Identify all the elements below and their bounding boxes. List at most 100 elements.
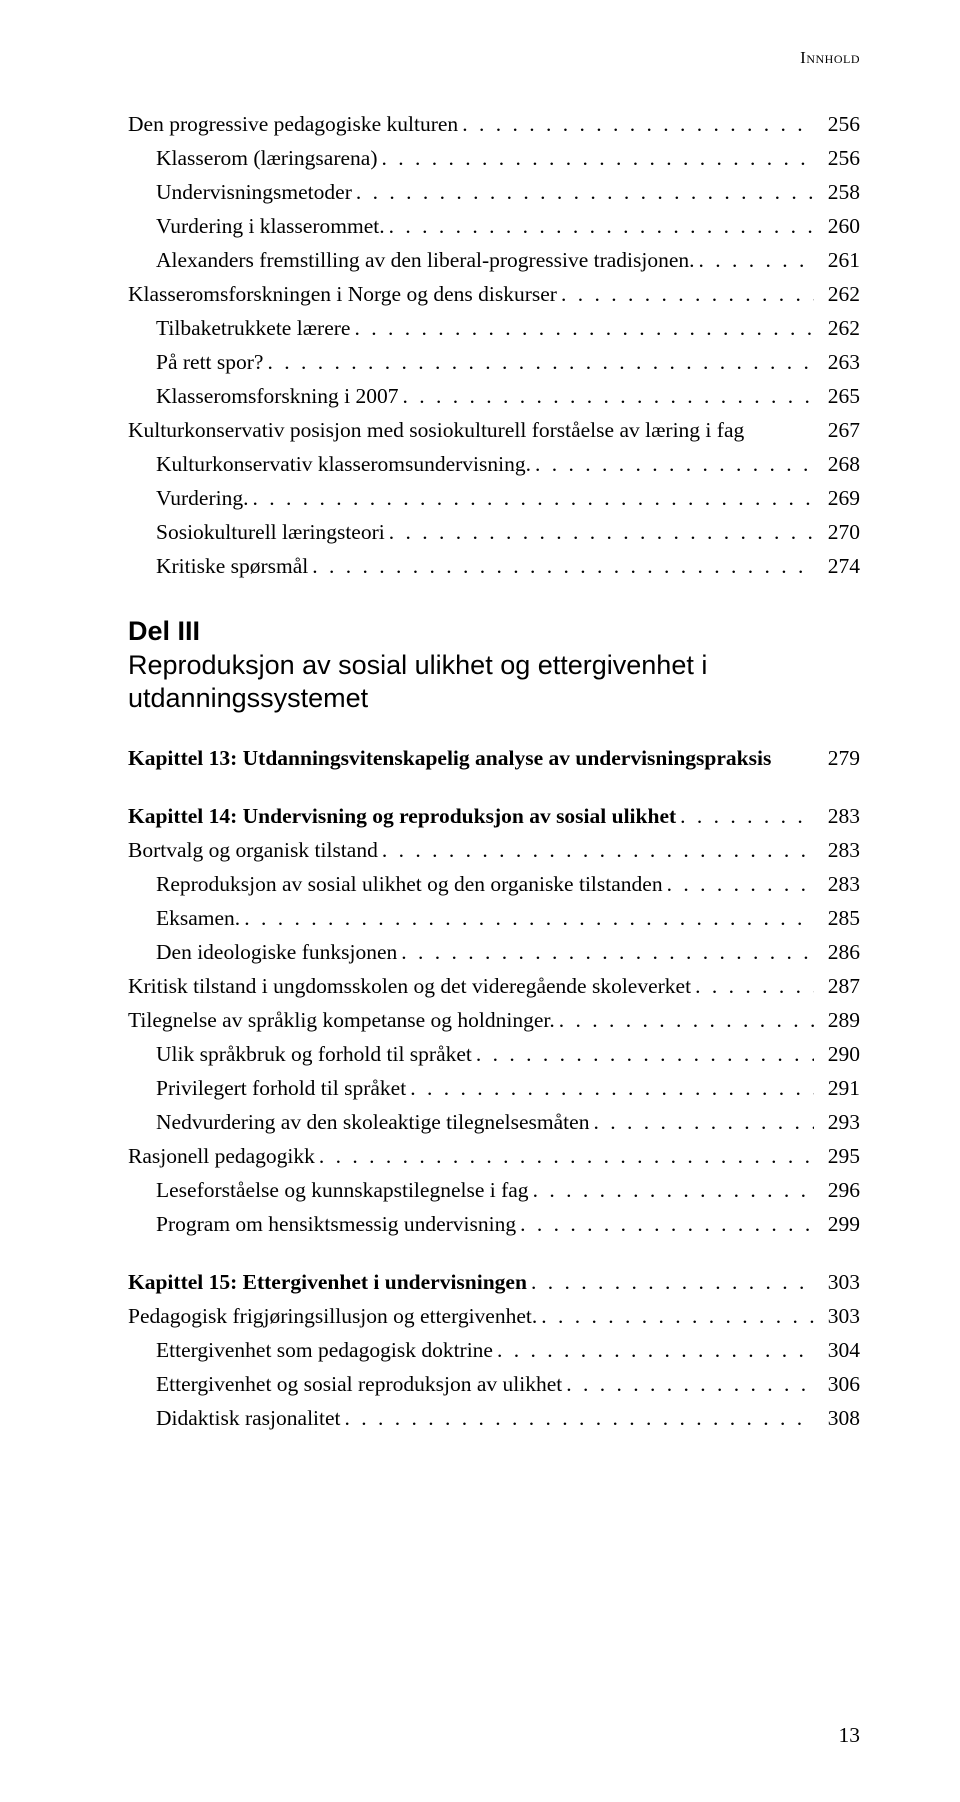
toc-leader-dots bbox=[566, 1368, 814, 1402]
toc-page-number: 308 bbox=[818, 1402, 860, 1436]
toc-page-number: 258 bbox=[818, 176, 860, 210]
toc-page-number: 306 bbox=[818, 1368, 860, 1402]
toc-page-number: 283 bbox=[818, 834, 860, 868]
toc-entry: På rett spor?263 bbox=[128, 346, 860, 380]
toc-entry: Reproduksjon av sosial ulikhet og den or… bbox=[128, 868, 860, 902]
toc-leader-dots bbox=[462, 108, 814, 142]
toc-entry: Undervisningsmetoder 258 bbox=[128, 176, 860, 210]
toc-page-number: 261 bbox=[818, 244, 860, 278]
toc-leader-dots bbox=[533, 1174, 814, 1208]
toc-entry: Eksamen. 285 bbox=[128, 902, 860, 936]
toc-page-number: 262 bbox=[818, 312, 860, 346]
toc-leader-dots bbox=[345, 1402, 814, 1436]
toc-entry: Den ideologiske funksjonen286 bbox=[128, 936, 860, 970]
toc-leader-dots bbox=[476, 1038, 814, 1072]
toc-label: Sosiokulturell læringsteori bbox=[156, 516, 385, 550]
toc-page-number: 263 bbox=[818, 346, 860, 380]
toc-entry: Kapittel 15: Ettergivenhet i undervisnin… bbox=[128, 1266, 860, 1300]
toc-leader-dots bbox=[680, 800, 814, 834]
toc-leader-dots bbox=[699, 244, 814, 278]
part-number: Del III bbox=[128, 616, 860, 647]
toc-leader-dots bbox=[410, 1072, 814, 1106]
toc-entry: Kapittel 13: Utdanningsvitenskapelig ana… bbox=[128, 742, 860, 776]
toc-page-number: 303 bbox=[818, 1266, 860, 1300]
toc-page-number: 274 bbox=[818, 550, 860, 584]
toc-entry: Rasjonell pedagogikk 295 bbox=[128, 1140, 860, 1174]
toc-label: Klasseromsforskningen i Norge og dens di… bbox=[128, 278, 557, 312]
toc-label: Reproduksjon av sosial ulikhet og den or… bbox=[156, 868, 663, 902]
toc-label: Ettergivenhet som pedagogisk doktrine bbox=[156, 1334, 493, 1368]
toc-label: Kulturkonservativ klasseromsundervisning… bbox=[156, 448, 531, 482]
toc-entry: Vurdering i klasserommet. 260 bbox=[128, 210, 860, 244]
toc-label: Alexanders fremstilling av den liberal-p… bbox=[156, 244, 695, 278]
toc-label: Kulturkonservativ posisjon med sosiokult… bbox=[128, 414, 744, 448]
toc-leader-dots bbox=[401, 936, 814, 970]
toc-leader-dots bbox=[535, 448, 814, 482]
page-number: 13 bbox=[839, 1723, 861, 1748]
toc-page-number: 265 bbox=[818, 380, 860, 414]
toc-page-number: 293 bbox=[818, 1106, 860, 1140]
toc-page-number: 270 bbox=[818, 516, 860, 550]
toc-entry: Bortvalg og organisk tilstand283 bbox=[128, 834, 860, 868]
toc-page-number: 269 bbox=[818, 482, 860, 516]
toc-entry: Didaktisk rasjonalitet308 bbox=[128, 1402, 860, 1436]
toc-leader-dots bbox=[389, 516, 814, 550]
toc-entry: Kapittel 14: Undervisning og reproduksjo… bbox=[128, 800, 860, 834]
toc-entry: Klasserom (læringsarena)256 bbox=[128, 142, 860, 176]
toc-block-3: Kapittel 14: Undervisning og reproduksjo… bbox=[128, 800, 860, 1242]
toc-entry: Den progressive pedagogiske kulturen256 bbox=[128, 108, 860, 142]
toc-page-number: 262 bbox=[818, 278, 860, 312]
toc-page-number: 291 bbox=[818, 1072, 860, 1106]
toc-label: Undervisningsmetoder bbox=[156, 176, 352, 210]
toc-label: Leseforståelse og kunnskapstilegnelse i … bbox=[156, 1174, 529, 1208]
toc-label: Eksamen. bbox=[156, 902, 240, 936]
toc-label: Rasjonell pedagogikk bbox=[128, 1140, 315, 1174]
toc-entry: Program om hensiktsmessig undervisning29… bbox=[128, 1208, 860, 1242]
toc-leader-dots bbox=[244, 902, 814, 936]
toc-entry: Kulturkonservativ posisjon med sosiokult… bbox=[128, 414, 860, 448]
toc-block-4: Kapittel 15: Ettergivenhet i undervisnin… bbox=[128, 1266, 860, 1436]
toc-page-number: 289 bbox=[818, 1004, 860, 1038]
toc-label: Program om hensiktsmessig undervisning bbox=[156, 1208, 516, 1242]
toc-label: Privilegert forhold til språket bbox=[156, 1072, 406, 1106]
toc-entry: Kritisk tilstand i ungdomsskolen og det … bbox=[128, 970, 860, 1004]
toc-entry: Tilegnelse av språklig kompetanse og hol… bbox=[128, 1004, 860, 1038]
toc-page-number: 287 bbox=[818, 970, 860, 1004]
toc-label: Klasseromsforskning i 2007 bbox=[156, 380, 398, 414]
toc-leader-dots bbox=[559, 1004, 814, 1038]
toc-label: Den progressive pedagogiske kulturen bbox=[128, 108, 458, 142]
toc-label: Tilbaketrukkete lærere bbox=[156, 312, 350, 346]
toc-leader-dots bbox=[520, 1208, 814, 1242]
toc-label: Kapittel 15: Ettergivenhet i undervisnin… bbox=[128, 1266, 527, 1300]
toc-page-number: 268 bbox=[818, 448, 860, 482]
toc-label: Kritiske spørsmål bbox=[156, 550, 308, 584]
toc-entry: Tilbaketrukkete lærere 262 bbox=[128, 312, 860, 346]
toc-leader-dots bbox=[354, 312, 814, 346]
toc-page-number: 285 bbox=[818, 902, 860, 936]
toc-leader-dots bbox=[667, 868, 814, 902]
toc-page-number: 256 bbox=[818, 142, 860, 176]
toc-entry: Kulturkonservativ klasseromsundervisning… bbox=[128, 448, 860, 482]
running-header: Innhold bbox=[128, 48, 860, 68]
toc-leader-dots bbox=[252, 482, 814, 516]
toc-page-number: 303 bbox=[818, 1300, 860, 1334]
part-title: Reproduksjon av sosial ulikhet og etterg… bbox=[128, 649, 860, 717]
toc-page-number: 296 bbox=[818, 1174, 860, 1208]
toc-leader-dots bbox=[541, 1300, 814, 1334]
toc-page-number: 295 bbox=[818, 1140, 860, 1174]
toc-page-number: 283 bbox=[818, 800, 860, 834]
toc-page-number: 267 bbox=[818, 414, 860, 448]
toc-leader-dots bbox=[356, 176, 814, 210]
toc-entry: Klasseromsforskning i 2007 265 bbox=[128, 380, 860, 414]
toc-leader-dots bbox=[531, 1266, 814, 1300]
toc-entry: Pedagogisk frigjøringsillusjon og etterg… bbox=[128, 1300, 860, 1334]
toc-label: Ettergivenhet og sosial reproduksjon av … bbox=[156, 1368, 562, 1402]
toc-page-number: 290 bbox=[818, 1038, 860, 1072]
toc-leader-dots bbox=[267, 346, 814, 380]
toc-page-number: 260 bbox=[818, 210, 860, 244]
toc-leader-dots bbox=[312, 550, 814, 584]
toc-label: Tilegnelse av språklig kompetanse og hol… bbox=[128, 1004, 555, 1038]
toc-entry: Sosiokulturell læringsteori 270 bbox=[128, 516, 860, 550]
toc-leader-dots bbox=[389, 210, 814, 244]
toc-label: Vurdering i klasserommet. bbox=[156, 210, 385, 244]
